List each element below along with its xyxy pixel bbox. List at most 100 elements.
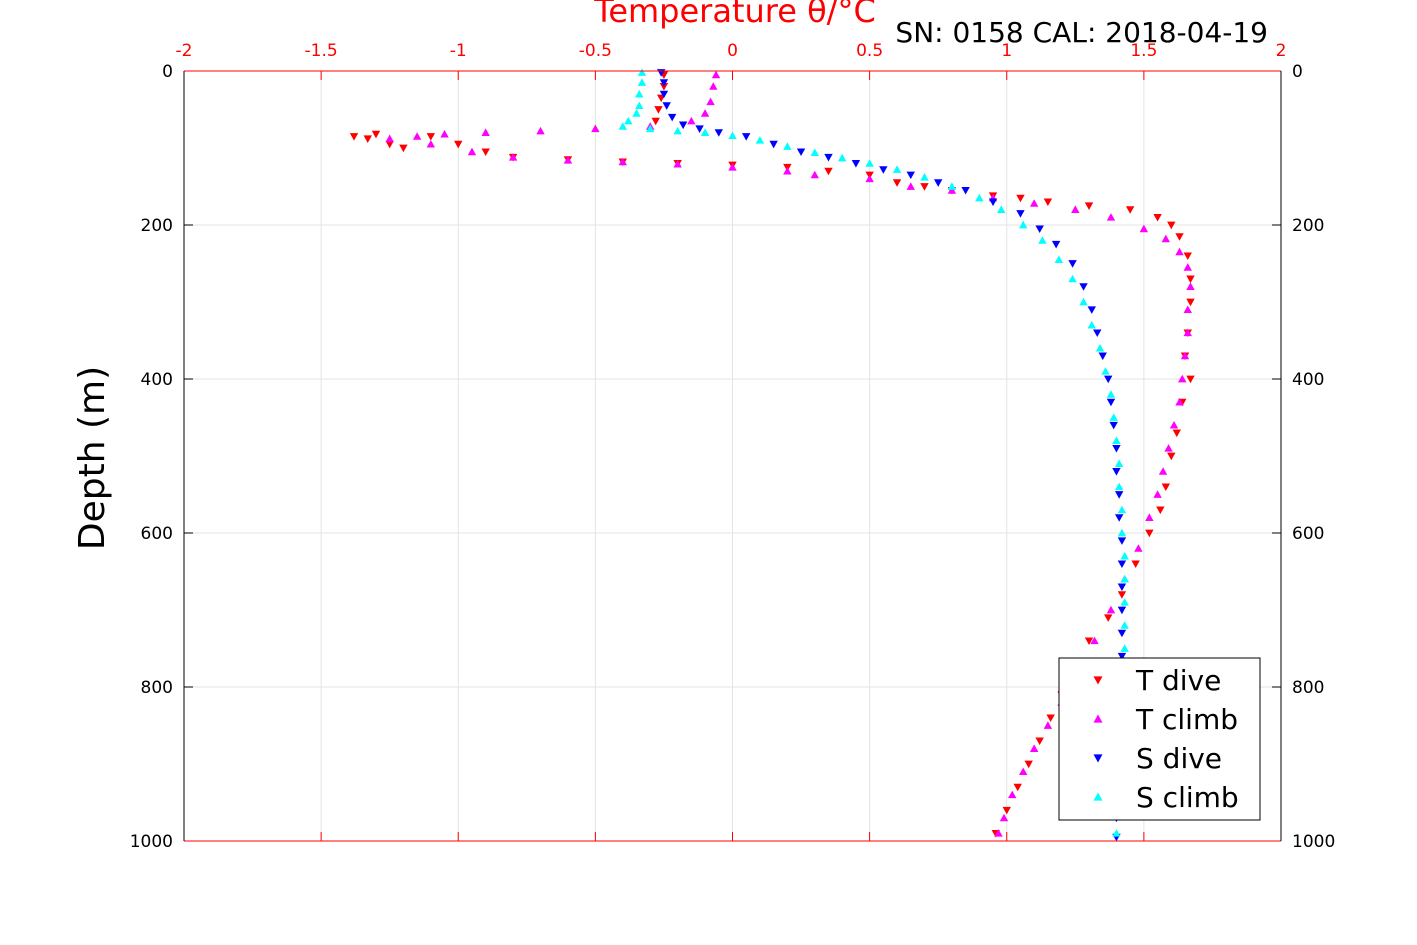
data-point <box>892 165 902 173</box>
legend-marker <box>1093 792 1103 801</box>
data-point <box>1145 529 1154 538</box>
data-point <box>711 70 721 79</box>
data-point <box>1117 583 1127 592</box>
data-point <box>1172 429 1181 438</box>
data-point <box>1134 544 1143 552</box>
data-point <box>783 142 792 150</box>
data-point <box>706 97 715 106</box>
data-point <box>769 140 778 149</box>
data-point <box>1112 436 1121 444</box>
y-tick-label-left: 600 <box>141 524 173 544</box>
data-point <box>1016 194 1025 203</box>
x-tick-label: -1.5 <box>305 41 338 61</box>
data-point <box>1035 737 1044 746</box>
data-point <box>1183 263 1192 271</box>
data-point <box>1186 375 1195 384</box>
y-tick-label-left: 0 <box>162 62 173 82</box>
data-point <box>1183 252 1192 260</box>
data-point <box>618 157 627 166</box>
legend-label: S climb <box>1136 781 1239 814</box>
data-point <box>673 126 682 135</box>
x-tick-label: -0.5 <box>579 41 612 61</box>
data-point <box>695 125 704 133</box>
data-point <box>385 134 394 143</box>
data-point <box>1117 560 1127 568</box>
data-point <box>1153 213 1162 222</box>
y-tick-label-right: 0 <box>1292 62 1303 82</box>
data-point <box>1164 444 1173 452</box>
data-point <box>947 182 957 190</box>
data-point <box>714 129 723 137</box>
data-point <box>1093 329 1102 337</box>
data-point <box>1029 199 1039 207</box>
data-point <box>412 132 422 140</box>
data-point <box>1112 468 1121 476</box>
data-point <box>997 205 1006 213</box>
x-tick-label: -2 <box>176 41 193 61</box>
data-point <box>1068 260 1077 268</box>
data-point <box>481 128 490 136</box>
data-point <box>481 148 490 157</box>
data-point <box>1120 551 1129 560</box>
data-point <box>1112 829 1121 837</box>
data-point <box>999 813 1009 822</box>
data-point <box>783 166 792 175</box>
legend: T dive T climb S dive S climb <box>1058 657 1261 821</box>
data-point <box>1038 236 1047 244</box>
y-tick-label-right: 1000 <box>1292 832 1335 852</box>
data-point <box>1087 320 1096 329</box>
data-point <box>1156 506 1165 515</box>
data-point <box>371 130 381 139</box>
data-point <box>1109 421 1118 430</box>
data-point <box>1169 421 1179 429</box>
data-point <box>659 83 669 91</box>
data-point <box>728 163 737 171</box>
data-point <box>635 101 644 110</box>
data-point <box>673 159 682 168</box>
data-point <box>1161 234 1171 243</box>
x-tick-label: 1.5 <box>1130 41 1157 61</box>
x-tick-label: 0 <box>727 41 738 61</box>
data-point <box>1084 637 1094 645</box>
data-point <box>1117 537 1127 545</box>
data-point <box>1161 483 1171 491</box>
data-point <box>906 171 915 180</box>
data-point <box>508 153 518 161</box>
data-point <box>1167 221 1176 230</box>
legend-label: T dive <box>1135 664 1221 697</box>
data-point <box>1175 233 1184 241</box>
data-point <box>363 135 372 143</box>
y-tick-label-left: 800 <box>141 678 173 698</box>
data-point <box>563 156 573 164</box>
data-point <box>947 186 957 194</box>
data-point <box>851 160 861 168</box>
y-tick-label-right: 400 <box>1292 370 1324 390</box>
data-point <box>1043 721 1053 729</box>
data-point <box>426 133 436 141</box>
data-point <box>1043 198 1053 207</box>
data-point <box>1117 629 1127 638</box>
data-point <box>1095 344 1105 352</box>
legend-marker <box>1093 754 1103 763</box>
data-point <box>1158 467 1168 475</box>
data-point <box>632 109 641 117</box>
data-point <box>1071 205 1080 213</box>
data-point <box>1087 306 1096 314</box>
data-point <box>1046 714 1055 722</box>
data-point <box>1117 505 1127 514</box>
data-point <box>1117 591 1127 599</box>
data-point <box>659 90 669 99</box>
data-point <box>728 131 737 140</box>
series-t-climb <box>385 70 1195 837</box>
y-tick-label-left: 400 <box>141 370 173 390</box>
data-point <box>1029 744 1039 752</box>
data-point <box>1084 202 1094 210</box>
data-point <box>742 133 751 141</box>
data-point <box>651 117 660 126</box>
data-point <box>1114 491 1124 499</box>
data-point <box>1019 220 1028 229</box>
data-point <box>1186 282 1195 290</box>
data-point <box>1112 444 1121 453</box>
data-point <box>892 179 902 187</box>
